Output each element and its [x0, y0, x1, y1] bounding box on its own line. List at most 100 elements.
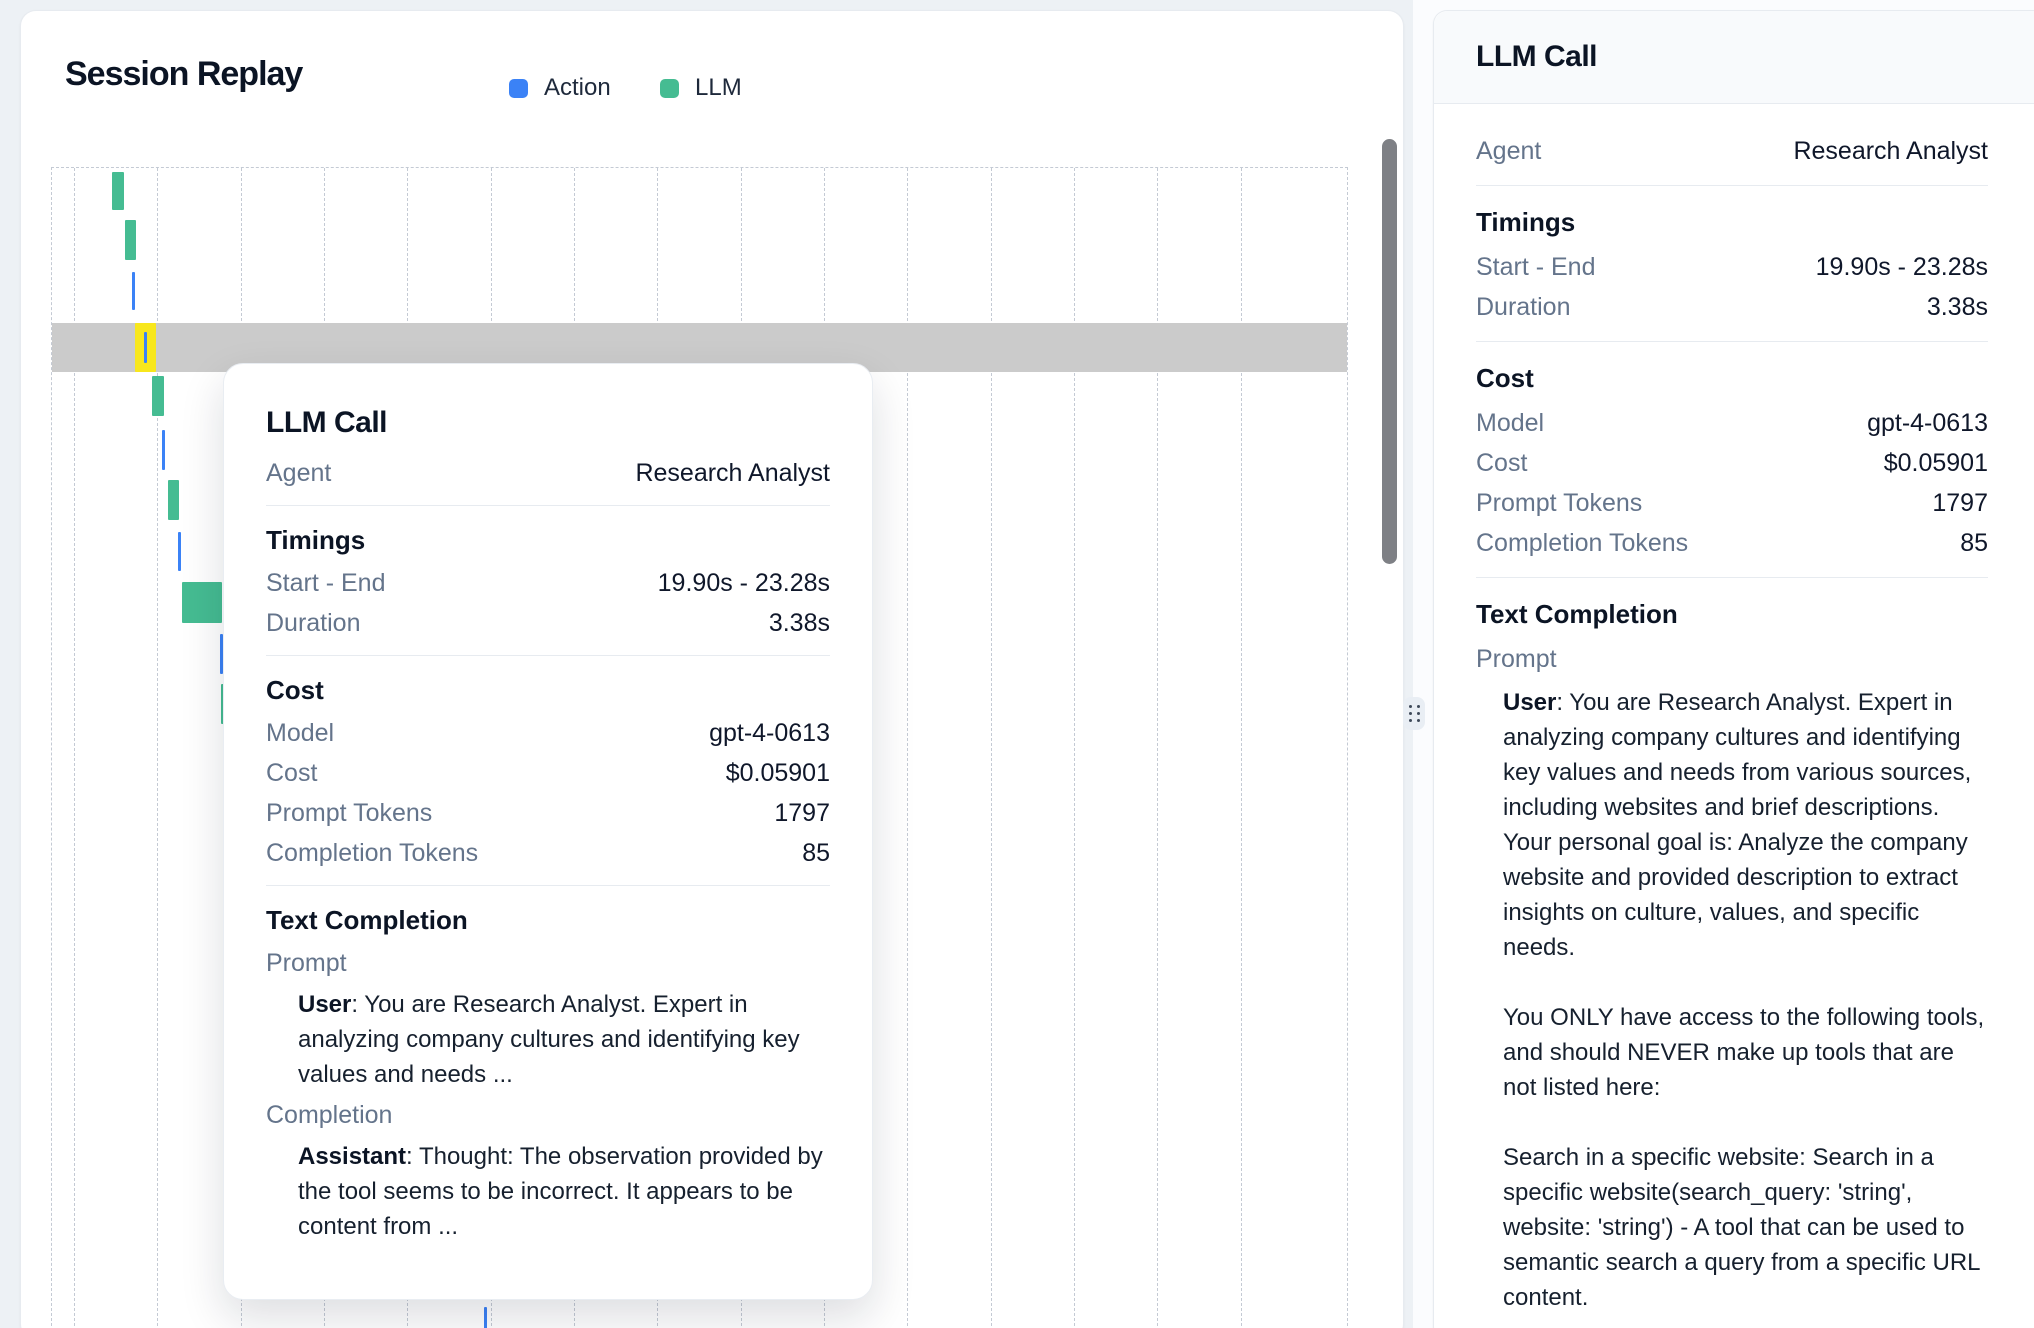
- prompt-tokens-label: Prompt Tokens: [1476, 489, 1643, 517]
- timeline-bar-llm[interactable]: [182, 582, 222, 623]
- chart-scrollbar-thumb[interactable]: [1382, 139, 1397, 564]
- duration-row: Duration 3.38s: [1476, 292, 1988, 323]
- prompt-text: : You are Research Analyst. Expert in an…: [1503, 689, 1985, 1311]
- cost-row: Cost $0.05901: [266, 758, 830, 789]
- gridline: [1240, 168, 1242, 1328]
- timeline-bar-llm[interactable]: [152, 376, 164, 416]
- detail-header: LLM Call: [1434, 11, 2034, 104]
- agent-row: Agent Research Analyst: [1476, 136, 1988, 167]
- completion-text: : Thought: The observation provided by t…: [298, 1143, 830, 1240]
- divider: [266, 885, 830, 886]
- panel-resize-handle[interactable]: [1403, 697, 1425, 730]
- model-label: Model: [266, 719, 335, 747]
- timeline-bar-llm[interactable]: [168, 480, 179, 520]
- divider: [266, 505, 830, 506]
- prompt-role: User: [298, 991, 352, 1018]
- completion-label: Completion: [266, 1101, 393, 1129]
- divider: [1476, 185, 1988, 186]
- prompt-preview: User: You are Research Analyst. Expert i…: [298, 987, 830, 1092]
- agent-row: Agent Research Analyst: [266, 458, 830, 489]
- divider: [266, 655, 830, 656]
- prompt-tokens-row: Prompt Tokens 1797: [266, 798, 830, 829]
- duration-value: 3.38s: [1926, 293, 1988, 321]
- timeline-bar-action[interactable]: [220, 634, 223, 674]
- duration-label: Duration: [266, 609, 361, 637]
- cost-row: Cost $0.05901: [1476, 448, 1988, 479]
- prompt-tokens-label: Prompt Tokens: [266, 799, 433, 827]
- action-legend-swatch-icon: [509, 78, 528, 98]
- divider: [1476, 577, 1988, 578]
- completion-tokens-label: Completion Tokens: [266, 839, 479, 867]
- timings-heading: Timings: [1476, 207, 1576, 237]
- legend-item-llm[interactable]: LLM: [660, 74, 742, 102]
- prompt-tokens-row: Prompt Tokens 1797: [1476, 488, 1988, 519]
- model-row: Model gpt-4-0613: [1476, 408, 1988, 439]
- agent-label: Agent: [1476, 137, 1542, 165]
- timeline-bar-action[interactable]: [178, 532, 181, 571]
- legend-label: LLM: [695, 74, 742, 101]
- gridline: [990, 168, 992, 1328]
- duration-row: Duration 3.38s: [266, 608, 830, 639]
- prompt-text: : You are Research Analyst. Expert in an…: [298, 991, 807, 1088]
- timeline-bar-action[interactable]: [144, 332, 147, 363]
- completion-preview: Assistant: Thought: The observation prov…: [298, 1139, 830, 1244]
- tooltip-title: LLM Call: [266, 406, 388, 439]
- start-end-row: Start - End 19.90s - 23.28s: [266, 568, 830, 599]
- llm-legend-swatch-icon: [660, 78, 679, 98]
- prompt-role: User: [1503, 689, 1557, 716]
- gridline: [1073, 168, 1075, 1328]
- start-end-label: Start - End: [1476, 253, 1596, 281]
- text-completion-heading: Text Completion: [266, 905, 468, 935]
- cost-value: $0.05901: [1883, 449, 1988, 477]
- cost-heading: Cost: [266, 675, 324, 705]
- model-value: gpt-4-0613: [709, 719, 830, 747]
- start-end-value: 19.90s - 23.28s: [1815, 253, 1988, 281]
- completion-tokens-label: Completion Tokens: [1476, 529, 1689, 557]
- text-completion-heading: Text Completion: [1476, 599, 1678, 629]
- timeline-bar-llm[interactable]: [112, 172, 124, 210]
- timeline-bar-action[interactable]: [484, 1307, 487, 1328]
- start-end-value: 19.90s - 23.28s: [657, 569, 830, 597]
- agent-value: Research Analyst: [635, 459, 830, 487]
- gridline: [157, 168, 159, 1328]
- prompt-tokens-value: 1797: [1932, 489, 1988, 517]
- gridline: [74, 168, 75, 1328]
- cost-heading: Cost: [1476, 363, 1534, 393]
- detail-body: Agent Research Analyst Timings Start - E…: [1434, 104, 2034, 1315]
- legend-item-action[interactable]: Action: [509, 74, 611, 102]
- duration-value: 3.38s: [768, 609, 830, 637]
- timeline-bar-action[interactable]: [162, 430, 165, 470]
- completion-role: Assistant: [298, 1143, 407, 1170]
- timeline-bar-action[interactable]: [132, 272, 135, 310]
- timings-heading: Timings: [266, 525, 366, 555]
- detail-side-panel: LLM Call Agent Research Analyst Timings …: [1413, 0, 2034, 1328]
- completion-tokens-row: Completion Tokens 85: [1476, 528, 1988, 559]
- cost-label: Cost: [266, 759, 318, 787]
- completion-tokens-value: 85: [1960, 529, 1988, 557]
- start-end-row: Start - End 19.90s - 23.28s: [1476, 252, 1988, 283]
- cost-value: $0.05901: [725, 759, 830, 787]
- prompt-label: Prompt: [266, 949, 347, 977]
- detail-title: LLM Call: [1476, 40, 1598, 73]
- model-label: Model: [1476, 409, 1545, 437]
- legend-label: Action: [544, 74, 611, 101]
- divider: [1476, 341, 1988, 342]
- llm-call-tooltip: LLM Call Agent Research Analyst Timings …: [223, 363, 873, 1300]
- llm-call-detail-card: LLM Call Agent Research Analyst Timings …: [1433, 10, 2034, 1328]
- cost-label: Cost: [1476, 449, 1528, 477]
- prompt-tokens-value: 1797: [774, 799, 830, 827]
- agent-value: Research Analyst: [1793, 137, 1988, 165]
- prompt-label: Prompt: [1476, 645, 1557, 673]
- completion-tokens-row: Completion Tokens 85: [266, 838, 830, 869]
- timeline-bar-llm[interactable]: [125, 220, 136, 260]
- duration-label: Duration: [1476, 293, 1571, 321]
- page-title: Session Replay: [65, 55, 303, 93]
- start-end-label: Start - End: [266, 569, 386, 597]
- gridline: [907, 168, 909, 1328]
- agent-label: Agent: [266, 459, 332, 487]
- prompt-full-text: User: You are Research Analyst. Expert i…: [1503, 685, 1988, 1315]
- completion-tokens-value: 85: [802, 839, 830, 867]
- gridline: [1157, 168, 1159, 1328]
- model-row: Model gpt-4-0613: [266, 718, 830, 749]
- model-value: gpt-4-0613: [1867, 409, 1988, 437]
